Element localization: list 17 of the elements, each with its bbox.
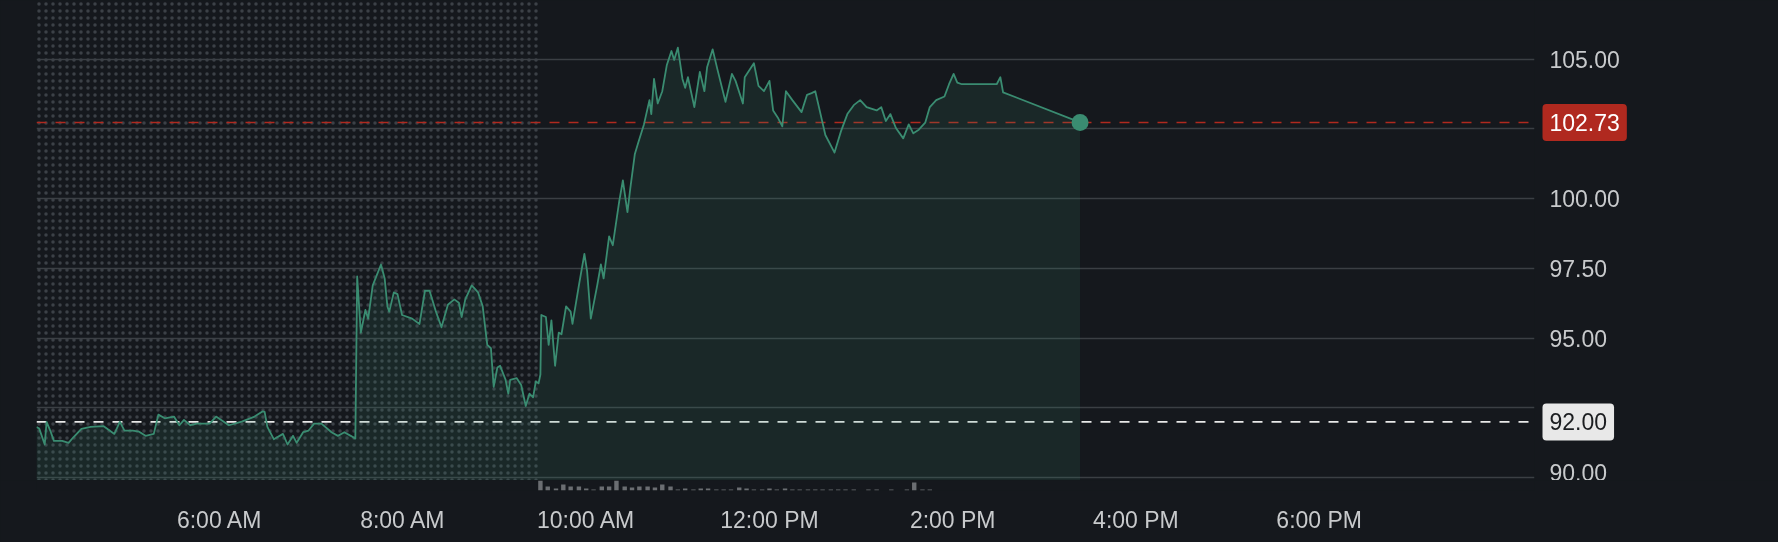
x-tick-label: 4:00 PM: [1093, 506, 1179, 533]
x-tick-label: 8:00 AM: [360, 506, 445, 533]
x-tick-label: 12:00 PM: [720, 506, 819, 533]
bar: [538, 480, 543, 491]
y-tick-label: 90.00: [1549, 459, 1608, 486]
ref-line-label: 92.00: [1549, 409, 1608, 436]
y-tick-label: 97.50: [1549, 255, 1608, 282]
x-tick-label: 10:00 AM: [537, 506, 635, 533]
bar: [561, 484, 566, 491]
x-tick-label: 6:00 AM: [176, 506, 262, 533]
y-tick-label: 95.00: [1549, 325, 1608, 352]
bar: [614, 480, 619, 491]
ref-line-label: 102.73: [1549, 109, 1620, 136]
y-tick-label: 100.00: [1549, 186, 1620, 213]
x-tick-label: 2:00 PM: [909, 506, 996, 533]
y-tick-label: 105.00: [1549, 46, 1620, 73]
x-tick-label: 6:00 PM: [1276, 506, 1363, 533]
